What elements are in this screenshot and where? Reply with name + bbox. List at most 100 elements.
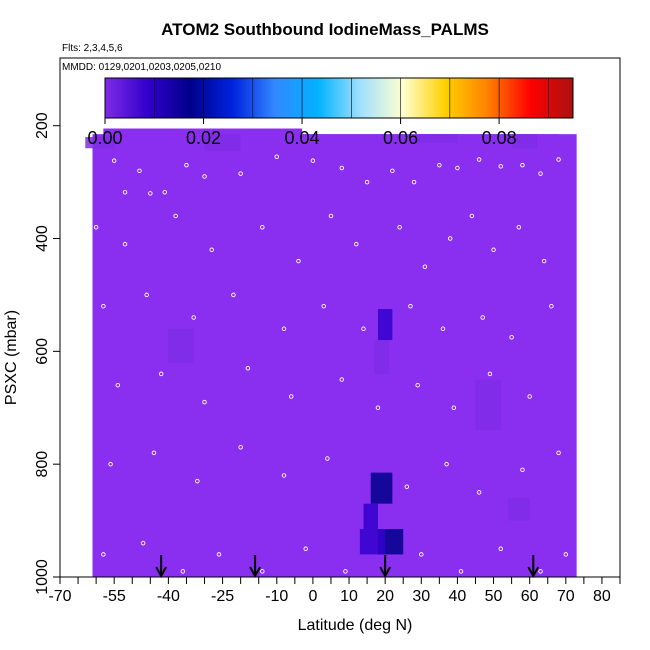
sample-point bbox=[216, 552, 222, 557]
sample-point bbox=[527, 394, 532, 399]
heat-cell-2 bbox=[370, 472, 393, 504]
sample-point bbox=[520, 467, 525, 473]
sample-point bbox=[86, 160, 92, 165]
sample-point bbox=[516, 224, 522, 230]
sample-point bbox=[476, 157, 482, 162]
y-tick-label: 800 bbox=[34, 451, 51, 478]
sample-point bbox=[339, 377, 345, 382]
sample-point bbox=[140, 540, 146, 546]
sample-point bbox=[296, 258, 301, 264]
colorbar-tick-label: 0.06 bbox=[383, 128, 418, 148]
sample-point bbox=[151, 450, 157, 456]
sample-point bbox=[375, 405, 381, 411]
sample-point bbox=[209, 247, 214, 253]
sample-point bbox=[563, 552, 569, 557]
sample-point bbox=[444, 461, 449, 467]
colorbar-tick-label: 0.02 bbox=[186, 128, 221, 148]
sample-point bbox=[231, 292, 236, 298]
sample-point bbox=[173, 213, 178, 219]
plot-frame bbox=[59, 57, 621, 578]
sample-point bbox=[238, 445, 243, 450]
colorbar bbox=[104, 77, 574, 119]
sample-point bbox=[288, 394, 294, 399]
sample-point bbox=[339, 165, 345, 171]
sample-point bbox=[408, 303, 413, 309]
sample-point bbox=[310, 158, 316, 163]
sample-point bbox=[64, 196, 70, 202]
x-tick-label: 60 bbox=[521, 588, 539, 605]
colorbar-tick-label: 0.08 bbox=[482, 128, 517, 148]
sample-point bbox=[455, 165, 460, 171]
sample-point bbox=[364, 179, 370, 185]
sample-point bbox=[93, 224, 99, 230]
sample-point bbox=[440, 326, 446, 332]
sample-point bbox=[556, 450, 561, 456]
sample-point bbox=[469, 213, 475, 219]
arrow-marker-head bbox=[527, 566, 540, 579]
x-tick-label: 40 bbox=[449, 588, 467, 605]
x-tick-label: 30 bbox=[412, 588, 430, 605]
arrow-marker-head bbox=[379, 566, 392, 579]
sample-point bbox=[476, 490, 482, 495]
sample-point bbox=[411, 179, 417, 185]
sample-point bbox=[72, 281, 77, 286]
sample-point bbox=[238, 171, 243, 176]
heat-cell-6 bbox=[204, 134, 241, 152]
sample-point bbox=[108, 461, 113, 467]
colorbar-tick-label: 0.00 bbox=[87, 128, 122, 148]
sample-point bbox=[202, 174, 207, 179]
heat-cell-7 bbox=[414, 134, 458, 143]
sample-point bbox=[79, 360, 84, 365]
sample-point bbox=[491, 247, 496, 253]
sample-point bbox=[520, 162, 525, 168]
heat-cell-0 bbox=[377, 309, 393, 341]
sample-point bbox=[451, 405, 457, 411]
sample-point bbox=[245, 366, 251, 371]
sample-point bbox=[397, 224, 402, 230]
sample-point bbox=[538, 569, 543, 574]
sample-point bbox=[328, 213, 334, 219]
x-tick-label: -25 bbox=[211, 588, 234, 605]
sample-point bbox=[148, 191, 153, 196]
x-tick-label: -55 bbox=[103, 588, 126, 605]
sample-point bbox=[549, 303, 554, 309]
sample-point bbox=[354, 241, 359, 247]
sample-point bbox=[487, 371, 493, 377]
heat-cell-10 bbox=[168, 328, 194, 363]
sample-point bbox=[122, 241, 128, 247]
heat-cell-12 bbox=[475, 379, 501, 431]
heat-cell-11 bbox=[508, 498, 530, 521]
x-tick-label: 10 bbox=[340, 588, 358, 605]
sample-point bbox=[68, 439, 74, 444]
sample-point bbox=[281, 326, 287, 332]
sample-point bbox=[361, 326, 366, 332]
sample-point bbox=[419, 552, 424, 557]
sample-point bbox=[321, 303, 326, 309]
data-extent-1 bbox=[92, 134, 577, 578]
sample-point bbox=[202, 399, 207, 405]
sample-point bbox=[404, 484, 410, 489]
sample-point bbox=[390, 168, 395, 174]
x-tick-label: 70 bbox=[557, 588, 575, 605]
sample-point bbox=[480, 315, 485, 320]
x-axis-label: Latitude (deg N) bbox=[298, 617, 413, 634]
sample-point bbox=[115, 382, 121, 388]
sample-point bbox=[422, 264, 428, 269]
sample-point bbox=[180, 569, 186, 574]
sample-point bbox=[274, 154, 280, 159]
heat-cell-8 bbox=[511, 134, 537, 149]
sample-point bbox=[184, 162, 189, 168]
y-axis-label: PSXC (mbar) bbox=[3, 310, 20, 405]
sample-point bbox=[538, 171, 543, 176]
data-extent-top-left bbox=[103, 128, 303, 137]
sample-point bbox=[437, 162, 442, 168]
arrow-marker-head bbox=[155, 566, 168, 579]
sample-point bbox=[498, 546, 504, 552]
sample-point bbox=[72, 529, 77, 535]
heat-cell-3 bbox=[363, 503, 378, 530]
sample-point bbox=[303, 546, 308, 552]
colorbar-tick-label: 0.04 bbox=[285, 128, 320, 148]
sample-point bbox=[458, 569, 464, 574]
